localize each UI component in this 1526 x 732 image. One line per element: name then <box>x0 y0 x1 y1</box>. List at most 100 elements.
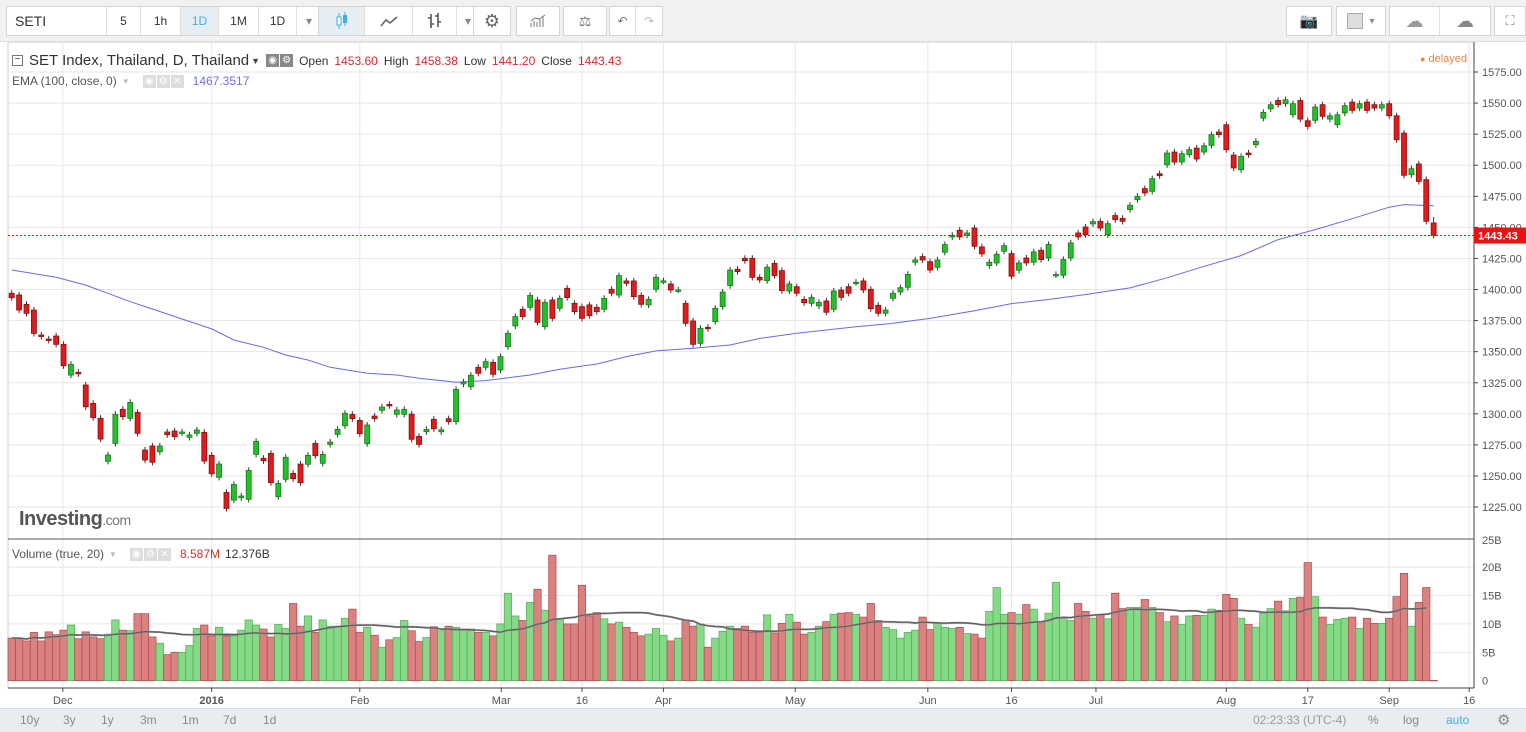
interval-1h[interactable]: 1h <box>141 7 181 35</box>
volume-bar-up <box>896 637 905 682</box>
candle-up <box>882 309 889 314</box>
volume-bar-up <box>1407 625 1416 682</box>
auto-toggle[interactable]: auto <box>1446 713 1470 727</box>
interval-dropdown-value[interactable]: 1D <box>259 7 297 35</box>
volume-bar-up <box>363 626 372 682</box>
candle-down <box>1156 173 1163 177</box>
plot-frame <box>7 41 1475 689</box>
candle-down <box>82 384 89 408</box>
volume-bar-down <box>22 640 31 682</box>
candle-down <box>16 294 23 311</box>
indicators-icon[interactable] <box>517 7 559 35</box>
candle-up <box>645 298 652 306</box>
candle-up <box>1164 152 1170 166</box>
settings-group: ⚙ <box>473 6 511 36</box>
delayed-label: delayed <box>1428 53 1468 65</box>
camera-icon[interactable]: 📷 <box>1299 13 1319 30</box>
interval-5[interactable]: 5 <box>107 7 141 35</box>
fullscreen-icon[interactable]: ⛶ <box>1505 13 1515 28</box>
line-chart-icon[interactable] <box>365 7 413 35</box>
close-label: Close <box>541 53 572 68</box>
candle-down <box>1401 132 1407 176</box>
range-3y[interactable]: 3y <box>63 713 76 727</box>
symbol-input[interactable]: SETI <box>7 7 107 35</box>
candle-up <box>1104 223 1111 235</box>
volume-label[interactable]: Volume (true, 20) <box>12 547 105 561</box>
range-10y[interactable]: 10y <box>20 713 40 727</box>
range-3m[interactable]: 3m <box>140 713 157 727</box>
candle-up <box>327 441 334 445</box>
gear-icon[interactable]: ⚙ <box>156 74 170 88</box>
redo-icon[interactable]: ↷ <box>643 14 655 28</box>
candle-down <box>416 435 422 445</box>
gear-icon[interactable]: ⚙ <box>143 547 157 561</box>
undo-icon[interactable]: ↶ <box>610 7 636 35</box>
volume-tick-label: 25B <box>1482 535 1502 547</box>
close-icon[interactable]: ✕ <box>157 547 171 561</box>
candle-up <box>282 456 289 480</box>
ema-legend: EMA (100, close, 0) ▼ ◉ ⚙ ✕ 1467.3517 <box>12 74 249 88</box>
ema-chevron-down-icon[interactable]: ▼ <box>121 76 130 86</box>
volume-bar-down <box>37 640 46 682</box>
candles-icon[interactable] <box>319 7 365 35</box>
volume-bar-down <box>563 623 572 682</box>
eye-icon[interactable]: ◉ <box>142 74 156 88</box>
volume-bar-down <box>666 640 675 682</box>
compare-scale-icon[interactable]: ⚖ <box>578 12 592 29</box>
range-1y[interactable]: 1y <box>101 713 114 727</box>
series-chevron-down-icon[interactable]: ▼ <box>251 55 261 66</box>
log-toggle[interactable]: log <box>1403 713 1420 727</box>
high-label: High <box>383 53 409 68</box>
candle-down <box>623 280 630 284</box>
candle-down <box>53 335 60 345</box>
volume-bars <box>7 554 1438 682</box>
volume-bar-up <box>459 628 468 682</box>
cloud-download-icon[interactable]: ☁ <box>1390 7 1440 35</box>
volume-chevron-down-icon[interactable]: ▼ <box>109 549 117 559</box>
interval-1d[interactable]: 1D <box>181 7 219 35</box>
ema-label[interactable]: EMA (100, close, 0) <box>12 74 117 88</box>
price-tick-label: 1400.00 <box>1482 285 1522 297</box>
last-price-label: 1443.43 <box>1478 231 1518 243</box>
candle-down <box>638 294 645 305</box>
eye-icon[interactable]: ◉ <box>266 54 280 67</box>
volume-bar-up <box>1259 612 1268 682</box>
volume-bar-down <box>1422 587 1431 682</box>
candle-down <box>356 420 363 435</box>
volume-bar-up <box>1088 617 1098 682</box>
percent-toggle[interactable]: % <box>1368 713 1379 727</box>
settings-gear-icon[interactable]: ⚙ <box>1497 712 1511 729</box>
interval-1m[interactable]: 1M <box>219 7 259 35</box>
range-1d[interactable]: 1d <box>263 713 277 727</box>
bars-icon[interactable] <box>413 7 457 35</box>
candle-up <box>497 356 504 371</box>
candle-down <box>1371 104 1378 109</box>
series-title[interactable]: SET Index, Thailand, D, Thailand <box>29 52 250 69</box>
collapse-icon[interactable]: − <box>12 55 23 66</box>
close-icon[interactable]: ✕ <box>170 74 184 88</box>
volume-bar-down <box>533 588 542 682</box>
chart-type-chevron-down-icon[interactable]: ▾ <box>464 14 472 28</box>
color-box-icon[interactable]: ▾ <box>1337 7 1385 35</box>
candle-up <box>342 412 348 427</box>
gear-icon[interactable]: ⚙ <box>280 54 294 67</box>
candle-up <box>112 413 119 444</box>
eye-icon[interactable]: ◉ <box>129 547 143 561</box>
interval-chevron-down-icon[interactable]: ▾ <box>305 14 313 28</box>
candle-down <box>430 418 437 430</box>
candle-down <box>749 257 756 278</box>
range-7d[interactable]: 7d <box>223 713 237 727</box>
candle-up <box>764 266 771 282</box>
price-tick-label: 1300.00 <box>1482 409 1522 421</box>
candle-down <box>1023 257 1030 264</box>
volume-tick-label: 20B <box>1482 562 1502 574</box>
range-1m[interactable]: 1m <box>182 713 199 727</box>
settings-gear-icon[interactable]: ⚙ <box>483 10 501 31</box>
volume-bar-up <box>651 628 661 682</box>
volume-legend: Volume (true, 20) ▼ ◉ ⚙ ✕ 8.587M 12.376B <box>12 547 270 561</box>
candle-down <box>1141 188 1148 194</box>
cloud-upload-icon[interactable]: ☁ <box>1456 10 1474 31</box>
volume-bar-down <box>792 621 801 682</box>
candle-up <box>816 301 822 307</box>
